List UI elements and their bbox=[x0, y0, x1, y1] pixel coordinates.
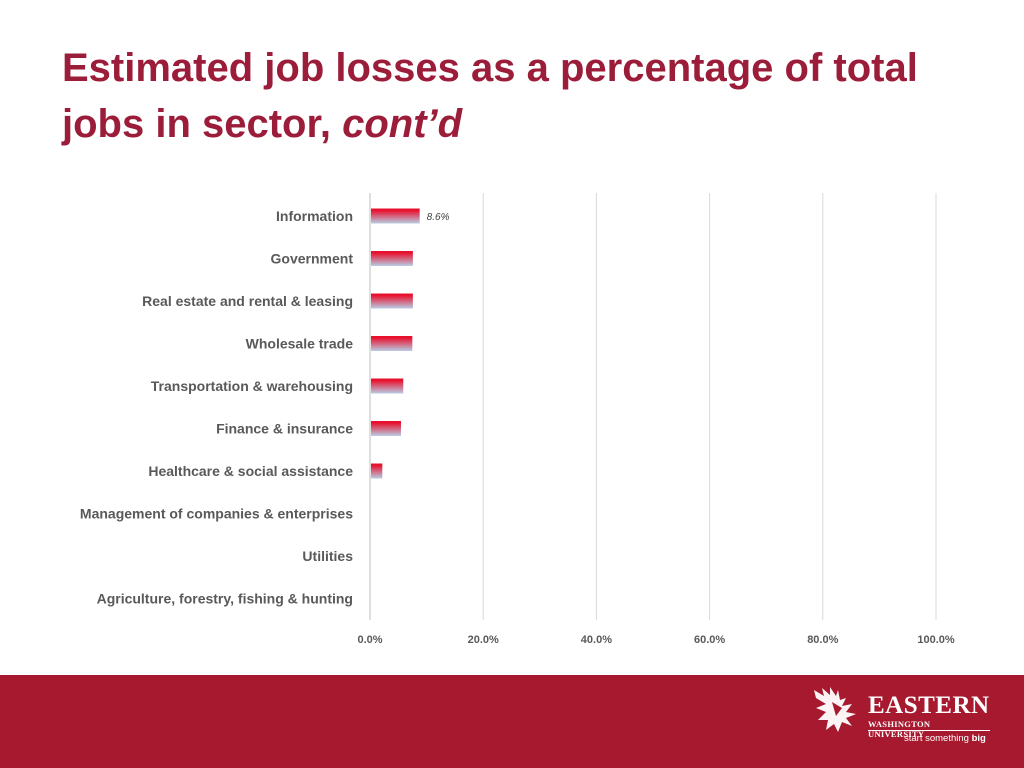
brand-subtitle: WASHINGTON UNIVERSITY bbox=[868, 719, 931, 739]
brand-tagline: start something big bbox=[904, 733, 986, 744]
bar bbox=[371, 251, 413, 266]
slide-title: Estimated job losses as a percentage of … bbox=[62, 40, 962, 152]
x-axis-ticks: 0.0% 20.0% 40.0% 60.0% 80.0% 100.0% bbox=[357, 634, 954, 646]
x-tick-label: 40.0% bbox=[581, 634, 612, 646]
eagle-icon bbox=[814, 687, 856, 732]
bar bbox=[371, 463, 383, 479]
data-label: 8.6% bbox=[427, 212, 450, 223]
tagline-prefix: start something bbox=[904, 733, 972, 744]
brand-name: EASTERN bbox=[868, 692, 990, 719]
category-label: Information bbox=[276, 208, 353, 224]
category-label: Healthcare & social assistance bbox=[148, 463, 353, 479]
x-tick-label: 80.0% bbox=[807, 634, 838, 646]
title-emphasis-text: cont’d bbox=[342, 102, 463, 146]
x-tick-label: 100.0% bbox=[917, 634, 955, 646]
footer-band bbox=[0, 675, 1024, 768]
category-labels: Information Government Real estate and ren… bbox=[80, 208, 353, 607]
gridlines bbox=[369, 193, 937, 620]
category-label: Finance & insurance bbox=[216, 421, 353, 437]
category-label: Government bbox=[271, 251, 354, 267]
category-label: Transportation & warehousing bbox=[151, 378, 353, 394]
eastern-washington-logo: EASTERN WASHINGTON UNIVERSITY start some… bbox=[812, 686, 1002, 758]
bars bbox=[371, 208, 420, 479]
data-labels: 8.6% bbox=[427, 212, 450, 223]
category-label: Utilities bbox=[302, 548, 353, 564]
bar bbox=[371, 378, 404, 394]
bar bbox=[371, 293, 413, 309]
x-tick-label: 0.0% bbox=[357, 634, 382, 646]
title-main-text: Estimated job losses as a percentage of … bbox=[62, 46, 918, 146]
bar bbox=[371, 336, 413, 351]
category-label: Real estate and rental & leasing bbox=[142, 293, 353, 309]
bar bbox=[371, 208, 420, 224]
category-label: Agriculture, forestry, fishing & hunting bbox=[97, 591, 353, 607]
logo-divider bbox=[868, 730, 990, 731]
bar-chart: Information Government Real estate and ren… bbox=[80, 193, 955, 646]
tagline-bold: big bbox=[971, 733, 986, 744]
category-label: Management of companies & enterprises bbox=[80, 506, 353, 522]
bar bbox=[371, 421, 401, 436]
category-label: Wholesale trade bbox=[246, 336, 354, 352]
x-tick-label: 60.0% bbox=[694, 634, 725, 646]
x-tick-label: 20.0% bbox=[468, 634, 499, 646]
